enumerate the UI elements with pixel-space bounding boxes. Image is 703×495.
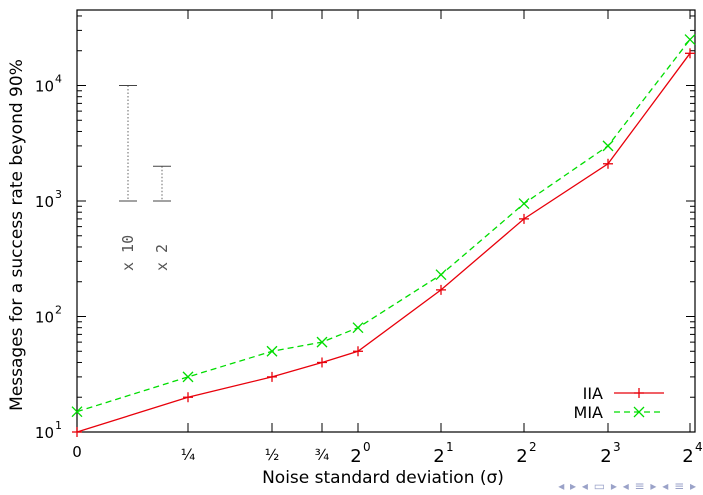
y-tick-label-exponent: 2 bbox=[55, 304, 62, 317]
data-point-mia bbox=[518, 198, 530, 210]
data-point-iia bbox=[267, 371, 277, 382]
y-tick-label-exponent: 4 bbox=[55, 73, 62, 86]
data-point-iia bbox=[603, 158, 613, 169]
marker-x bbox=[684, 34, 696, 45]
x-tick-label-exponent: 1 bbox=[446, 440, 454, 454]
data-point-iia bbox=[72, 427, 82, 437]
y-tick-label: 10 bbox=[35, 424, 54, 442]
y-tick-label: 10 bbox=[35, 193, 54, 211]
marker-x bbox=[266, 345, 278, 357]
x-tick-label: 2 bbox=[682, 446, 693, 467]
legend-label-iia: IIA bbox=[583, 384, 603, 403]
marker-x bbox=[316, 336, 328, 348]
axis-ticks: 10 110 210 310 40 ¼ ½ ¾ 2 0 2 1 2 2 2 3 2 4 bbox=[35, 10, 703, 467]
annotations: x 10 x 2 bbox=[119, 85, 171, 271]
data-point-mia bbox=[352, 322, 364, 334]
data-point-iia bbox=[519, 213, 529, 224]
marker-x bbox=[518, 198, 530, 210]
data-point-mia bbox=[71, 406, 83, 418]
x-tick-label: 2 bbox=[516, 446, 527, 467]
y-tick-label-exponent: 1 bbox=[55, 419, 62, 432]
x-axis-label: Noise standard deviation (σ) bbox=[262, 468, 504, 488]
marker-x bbox=[71, 406, 83, 418]
y-tick-label-exponent: 3 bbox=[55, 188, 62, 201]
ratio-label: x 2 bbox=[153, 244, 171, 271]
data-point-mia bbox=[435, 269, 447, 281]
data-point-iia bbox=[353, 346, 363, 357]
data-point-mia bbox=[182, 371, 194, 383]
x-tick-label-exponent: 2 bbox=[529, 440, 537, 454]
y-axis-label: Messages for a success rate beyond 90% bbox=[7, 59, 27, 411]
plot-area bbox=[76, 9, 696, 433]
legend-marker bbox=[633, 406, 645, 418]
marker-x bbox=[602, 140, 614, 152]
y-tick-label: 10 bbox=[35, 309, 54, 327]
x-tick-label: 2 bbox=[433, 446, 444, 467]
x-tick-label-exponent: 3 bbox=[613, 440, 621, 454]
legend-label-mia: MIA bbox=[574, 403, 604, 422]
data-point-iia bbox=[317, 357, 327, 368]
plot-frame bbox=[76, 9, 696, 433]
marker-x bbox=[182, 371, 194, 383]
series-layer bbox=[71, 34, 696, 437]
data-point-mia bbox=[602, 140, 614, 152]
x-tick-label: 2 bbox=[350, 446, 361, 467]
x-tick-label: ¾ bbox=[315, 446, 330, 464]
data-point-iia bbox=[436, 284, 446, 295]
data-point-mia bbox=[684, 34, 696, 45]
data-point-iia bbox=[183, 392, 193, 403]
x-tick-label: ½ bbox=[265, 446, 280, 464]
ratio-label: x 10 bbox=[119, 235, 137, 271]
y-tick-label: 10 bbox=[35, 78, 54, 96]
series-line-mia bbox=[76, 39, 691, 413]
x-tick-label-exponent: 4 bbox=[695, 440, 703, 454]
data-point-iia bbox=[685, 48, 695, 59]
marker-x bbox=[435, 269, 447, 281]
x-tick-label-exponent: 0 bbox=[363, 440, 371, 454]
series-line-iia bbox=[76, 52, 691, 433]
marker-x bbox=[352, 322, 364, 334]
x-tick-label: ¼ bbox=[181, 446, 196, 464]
data-point-mia bbox=[316, 336, 328, 348]
slide-navigation[interactable]: ◂ ▸ ◂ ▭ ▸ ◂ ≡ ▸ ◂ ≡ ▸ bbox=[558, 479, 697, 493]
x-tick-label: 0 bbox=[72, 443, 82, 461]
data-point-mia bbox=[266, 345, 278, 357]
x-tick-label: 2 bbox=[600, 446, 611, 467]
